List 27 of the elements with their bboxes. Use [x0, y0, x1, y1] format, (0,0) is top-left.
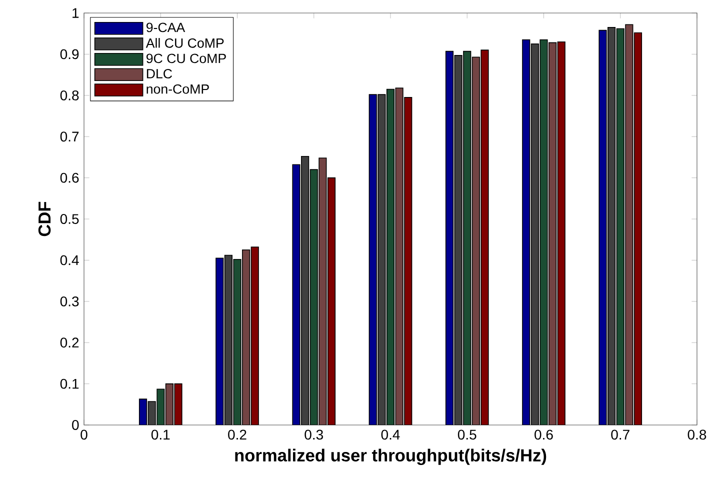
legend-label: non-CoMP: [146, 84, 209, 94]
y-tick-label: 0.5: [60, 214, 79, 224]
x-tick-label: 0.5: [458, 430, 476, 440]
x-tick-label: 0.4: [381, 430, 400, 440]
x-tick-label: 0.2: [228, 430, 246, 440]
y-tick-label: 0.1: [60, 378, 79, 389]
y-axis-title: CDF: [38, 202, 51, 236]
y-tick-label: 0.2: [60, 338, 79, 348]
legend-label: All CU CoMP: [146, 38, 224, 48]
y-tick-label: 0.8: [60, 90, 79, 100]
y-tick-label: 0.7: [60, 132, 79, 142]
y-tick-label: 0.9: [60, 49, 79, 60]
y-tick-label: 0.6: [60, 172, 79, 183]
x-tick-label: 0.1: [151, 430, 170, 440]
legend-label: DLC: [146, 69, 172, 78]
x-tick-label: 0: [80, 430, 88, 440]
x-tick-label: 0.7: [611, 430, 630, 440]
y-tick-label: 1: [72, 8, 79, 18]
legend-label: 9C CU CoMP: [146, 54, 226, 64]
y-tick-label: 0.3: [60, 296, 79, 306]
y-tick-label: 0: [72, 420, 79, 430]
legend-label: 9-CAA: [146, 22, 186, 32]
y-tick-label: 0.4: [60, 255, 79, 266]
x-tick-label: 0.6: [534, 430, 553, 440]
x-tick-label: 0.3: [304, 430, 323, 440]
x-tick-label: 0.8: [688, 430, 706, 440]
x-axis-title: normalized user throughput(bits/s/Hz): [235, 448, 546, 466]
